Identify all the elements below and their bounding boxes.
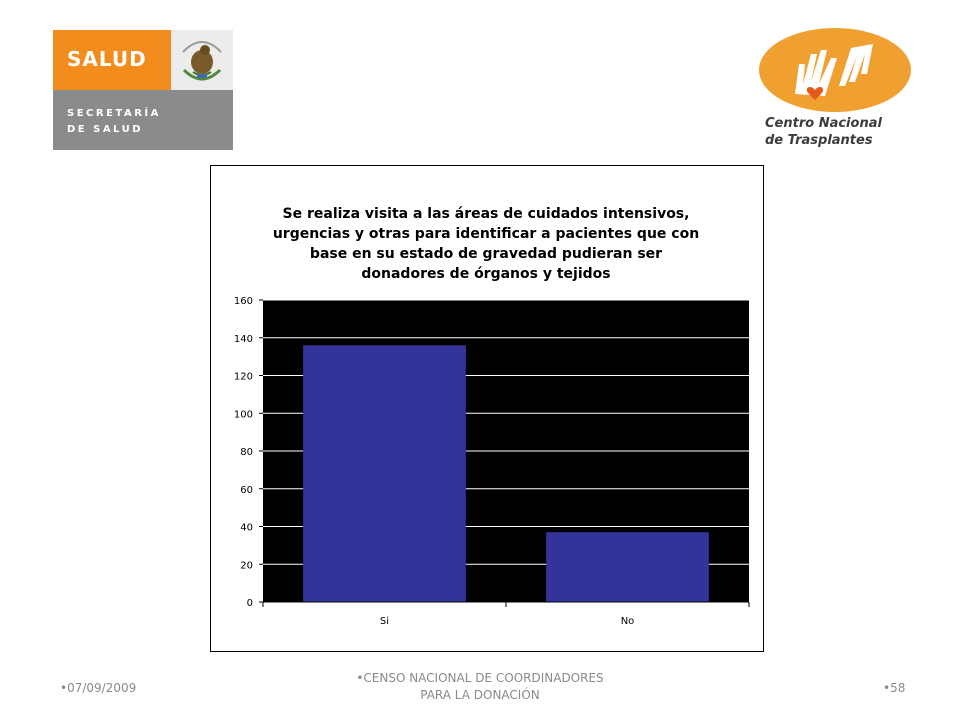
bar-no bbox=[546, 532, 709, 602]
x-category-label: Si bbox=[380, 616, 389, 627]
x-category-label: No bbox=[621, 616, 635, 627]
y-tick-label: 120 bbox=[234, 372, 253, 383]
footer-title-line-2: PARA LA DONACIÓN bbox=[420, 688, 540, 702]
salud-logo-bottom: SECRETARÍA DE SALUD bbox=[53, 90, 233, 150]
cenatra-line-1: Centro Nacional bbox=[765, 116, 882, 131]
salud-word: SALUD bbox=[67, 47, 147, 71]
bar-chart: 0 20 40 60 80 100 120 140 160 Si No bbox=[234, 296, 750, 627]
y-tick-label: 0 bbox=[247, 598, 253, 609]
y-tick-label: 100 bbox=[234, 409, 253, 420]
salud-logo-top: SALUD bbox=[53, 30, 233, 90]
cenatra-line-2: de Trasplantes bbox=[765, 133, 873, 148]
cenatra-logo: Centro Nacional de Trasplantes bbox=[755, 24, 915, 154]
footer-page-number: •58 bbox=[883, 681, 906, 695]
hands-heart-icon bbox=[759, 28, 911, 112]
y-tick-label: 20 bbox=[240, 560, 253, 571]
salud-line-1: SECRETARÍA bbox=[67, 108, 161, 119]
salud-orange-block: SALUD bbox=[53, 30, 171, 90]
chart-frame: Se realiza visita a las áreas de cuidado… bbox=[210, 165, 764, 652]
chart-title: Se realiza visita a las áreas de cuidado… bbox=[272, 206, 700, 282]
footer-date: •07/09/2009 bbox=[60, 681, 137, 695]
y-tick-label: 40 bbox=[240, 523, 253, 534]
y-tick-label: 160 bbox=[234, 296, 253, 307]
bar-si bbox=[303, 345, 466, 602]
y-tick-label: 60 bbox=[240, 485, 253, 496]
mexican-coat-of-arms-icon bbox=[171, 30, 233, 90]
y-tick-label: 80 bbox=[240, 447, 253, 458]
y-tick-label: 140 bbox=[234, 334, 253, 345]
salud-logo: SALUD SECRETARÍA DE SALUD bbox=[53, 30, 233, 150]
footer-title: •CENSO NACIONAL DE COORDINADORES PARA LA… bbox=[330, 670, 630, 704]
footer-title-line-1: •CENSO NACIONAL DE COORDINADORES bbox=[356, 671, 604, 685]
salud-line-2: DE SALUD bbox=[67, 124, 143, 135]
